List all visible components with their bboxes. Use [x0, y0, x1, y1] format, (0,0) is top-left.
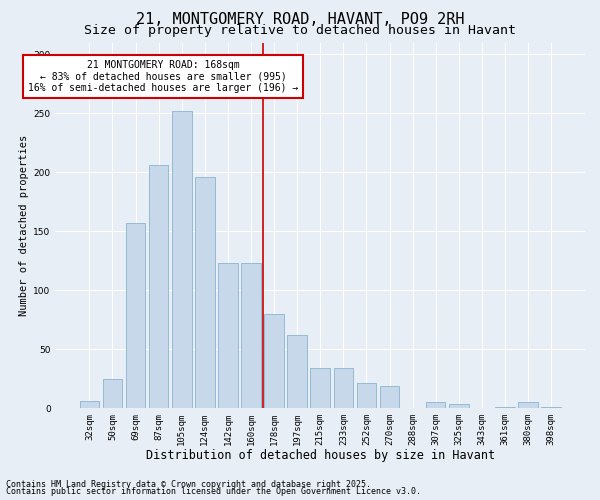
Bar: [356, 384, 376, 408]
Bar: [126, 223, 145, 408]
Y-axis label: Number of detached properties: Number of detached properties: [19, 134, 29, 316]
Text: 21 MONTGOMERY ROAD: 168sqm
← 83% of detached houses are smaller (995)
16% of sem: 21 MONTGOMERY ROAD: 168sqm ← 83% of deta…: [28, 60, 298, 94]
Bar: [80, 401, 99, 408]
Bar: [449, 404, 469, 408]
Bar: [195, 177, 215, 408]
Bar: [495, 407, 515, 408]
Text: Contains public sector information licensed under the Open Government Licence v3: Contains public sector information licen…: [6, 487, 421, 496]
Bar: [334, 368, 353, 408]
Text: Size of property relative to detached houses in Havant: Size of property relative to detached ho…: [84, 24, 516, 37]
X-axis label: Distribution of detached houses by size in Havant: Distribution of detached houses by size …: [146, 450, 495, 462]
Bar: [518, 402, 538, 408]
Bar: [380, 386, 400, 408]
Bar: [310, 368, 330, 408]
Bar: [264, 314, 284, 408]
Bar: [426, 402, 445, 408]
Text: 21, MONTGOMERY ROAD, HAVANT, PO9 2RH: 21, MONTGOMERY ROAD, HAVANT, PO9 2RH: [136, 12, 464, 28]
Bar: [287, 335, 307, 408]
Bar: [241, 263, 261, 408]
Text: Contains HM Land Registry data © Crown copyright and database right 2025.: Contains HM Land Registry data © Crown c…: [6, 480, 371, 489]
Bar: [172, 111, 191, 408]
Bar: [149, 165, 169, 408]
Bar: [541, 407, 561, 408]
Bar: [103, 378, 122, 408]
Bar: [218, 263, 238, 408]
